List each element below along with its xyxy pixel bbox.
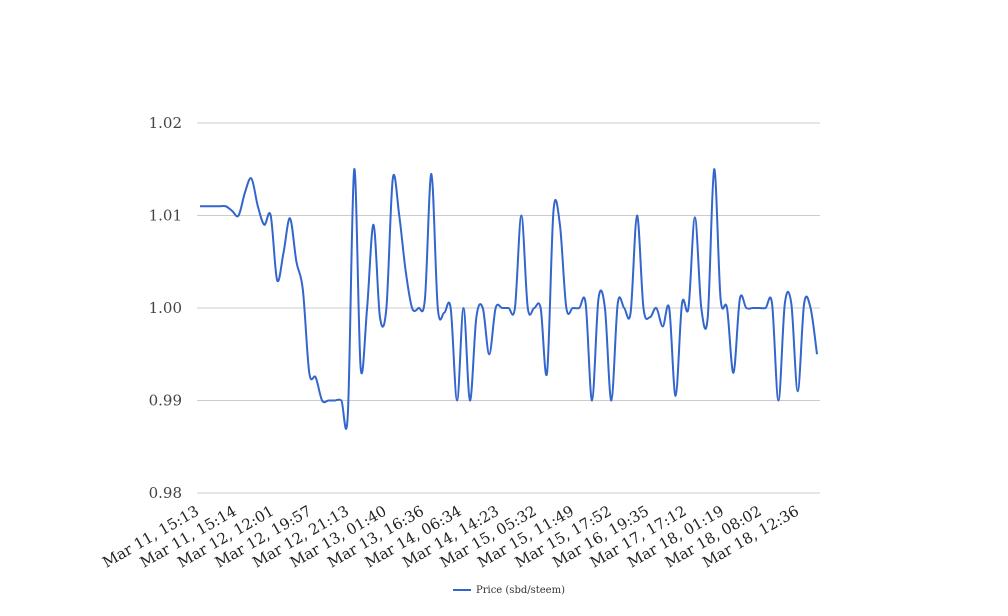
series-layer: [200, 168, 818, 430]
y-axis-ticks: 0.98 0.99 1.00 1.01 1.02: [149, 114, 182, 502]
y-tick-label: 1.01: [149, 207, 182, 225]
legend: Price (sbd/steem): [453, 585, 565, 596]
series-line-price: [200, 168, 818, 430]
y-tick-label: 1.02: [149, 114, 182, 132]
y-tick-label: 1.00: [149, 299, 182, 317]
y-tick-label: 0.98: [149, 484, 182, 502]
y-tick-label: 0.99: [149, 392, 182, 410]
legend-label-price: Price (sbd/steem): [476, 585, 565, 596]
